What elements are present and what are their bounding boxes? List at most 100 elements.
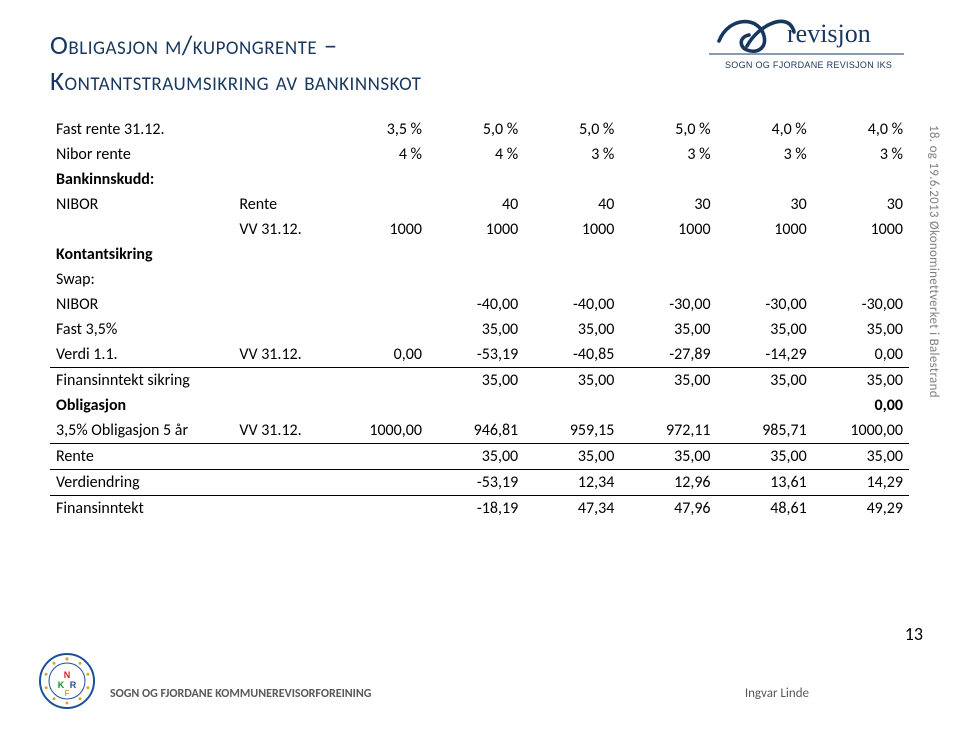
cell: -40,85 — [524, 342, 620, 368]
cell: 49,29 — [813, 495, 909, 521]
table-row: Finansinntekt-18,1947,3447,9648,6149,29 — [50, 495, 909, 521]
cell: 30 — [620, 192, 716, 217]
row-label: 3,5% Obligasjon 5 år — [50, 418, 233, 444]
page-number: 13 — [905, 623, 923, 645]
cell: 1000 — [428, 217, 524, 242]
cell: 3,5 % — [332, 117, 428, 142]
row-tag: VV 31.12. — [233, 418, 331, 444]
seal-logo: N K R F — [36, 650, 98, 717]
cell: 5,0 % — [428, 117, 524, 142]
cell — [620, 267, 716, 292]
cell: 35,00 — [428, 317, 524, 342]
cell: 0,00 — [332, 342, 428, 368]
cell — [717, 267, 813, 292]
row-label: Obligasjon — [50, 393, 233, 418]
cell — [428, 167, 524, 192]
cell: 946,81 — [428, 418, 524, 444]
cell: 3 % — [620, 142, 716, 167]
cell — [332, 393, 428, 418]
cell: 35,00 — [620, 317, 716, 342]
cell: -40,00 — [428, 292, 524, 317]
cell: 35,00 — [717, 317, 813, 342]
cell: 35,00 — [524, 317, 620, 342]
cell — [332, 292, 428, 317]
svg-text:R: R — [70, 680, 77, 690]
cell: -27,89 — [620, 342, 716, 368]
data-table: Fast rente 31.12.3,5 %5,0 %5,0 %5,0 %4,0… — [50, 117, 909, 521]
title-line1: Obligasjon m/kupongrente – — [50, 29, 338, 62]
cell: -30,00 — [813, 292, 909, 317]
cell: 4,0 % — [717, 117, 813, 142]
cell — [813, 267, 909, 292]
cell — [524, 267, 620, 292]
table-row: NIBOR-40,00-40,00-30,00-30,00-30,00 — [50, 292, 909, 317]
cell: 0,00 — [813, 342, 909, 368]
cell — [332, 443, 428, 469]
company-logo: revisjon SOGN OG FJORDANE REVISJON IKS — [709, 6, 909, 86]
table-row: Nibor rente4 %4 %3 %3 %3 %3 % — [50, 142, 909, 167]
logo-text: revisjon — [787, 19, 871, 48]
row-label: Fast rente 31.12. — [50, 117, 233, 142]
row-tag — [233, 267, 331, 292]
cell: 30 — [813, 192, 909, 217]
cell: -18,19 — [428, 495, 524, 521]
cell — [332, 192, 428, 217]
cell — [332, 242, 428, 267]
row-label: Verdi 1.1. — [50, 342, 233, 368]
table-row: Swap: — [50, 267, 909, 292]
cell — [813, 242, 909, 267]
cell: 1000 — [620, 217, 716, 242]
row-label: Fast 3,5% — [50, 317, 233, 342]
row-tag — [233, 393, 331, 418]
cell: 35,00 — [620, 443, 716, 469]
table-row: Bankinnskudd: — [50, 167, 909, 192]
table-row: VV 31.12.100010001000100010001000 — [50, 217, 909, 242]
row-tag — [233, 292, 331, 317]
row-label: Finansinntekt — [50, 495, 233, 521]
row-tag: Rente — [233, 192, 331, 217]
cell: 959,15 — [524, 418, 620, 444]
row-tag: VV 31.12. — [233, 342, 331, 368]
cell: 3 % — [717, 142, 813, 167]
table-row: Kontantsikring — [50, 242, 909, 267]
cell — [428, 242, 524, 267]
table-row: Obligasjon0,00 — [50, 393, 909, 418]
row-label: Nibor rente — [50, 142, 233, 167]
cell: -30,00 — [620, 292, 716, 317]
cell: -53,19 — [428, 342, 524, 368]
footer-org: SOGN OG FJORDANE KOMMUNEREVISORFOREINING — [110, 687, 371, 701]
row-label: NIBOR — [50, 192, 233, 217]
cell: 1000 — [813, 217, 909, 242]
table-row: Fast 3,5%35,0035,0035,0035,0035,00 — [50, 317, 909, 342]
cell: -53,19 — [428, 469, 524, 495]
cell — [620, 242, 716, 267]
cell: 35,00 — [813, 317, 909, 342]
cell: 1000 — [332, 217, 428, 242]
table-row: Rente35,0035,0035,0035,0035,00 — [50, 443, 909, 469]
cell: 35,00 — [813, 443, 909, 469]
cell: 47,96 — [620, 495, 716, 521]
cell: -40,00 — [524, 292, 620, 317]
cell — [524, 242, 620, 267]
cell: 13,61 — [717, 469, 813, 495]
row-tag — [233, 242, 331, 267]
cell: 5,0 % — [524, 117, 620, 142]
row-tag — [233, 167, 331, 192]
cell: 1000,00 — [332, 418, 428, 444]
cell — [332, 495, 428, 521]
cell: 30 — [717, 192, 813, 217]
cell: 35,00 — [717, 443, 813, 469]
cell — [813, 167, 909, 192]
row-tag: VV 31.12. — [233, 217, 331, 242]
cell: 40 — [428, 192, 524, 217]
cell — [717, 393, 813, 418]
table-row: Finansinntekt sikring35,0035,0035,0035,0… — [50, 367, 909, 393]
table-row: 3,5% Obligasjon 5 årVV 31.12.1000,00946,… — [50, 418, 909, 444]
cell — [524, 167, 620, 192]
svg-text:F: F — [65, 689, 70, 698]
cell: 985,71 — [717, 418, 813, 444]
cell: 4 % — [428, 142, 524, 167]
row-label: Swap: — [50, 267, 233, 292]
cell: 12,96 — [620, 469, 716, 495]
slide-title: Obligasjon m/kupongrente – Kontantstraum… — [50, 28, 690, 101]
